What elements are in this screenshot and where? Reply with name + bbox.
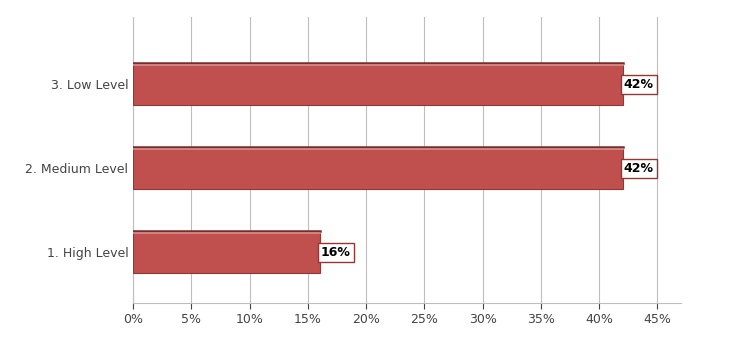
Bar [133,232,320,273]
Bar [133,147,622,189]
Text: 42%: 42% [624,162,653,175]
Bar [133,63,622,105]
Text: 16%: 16% [320,246,351,259]
Text: 42%: 42% [624,78,653,91]
